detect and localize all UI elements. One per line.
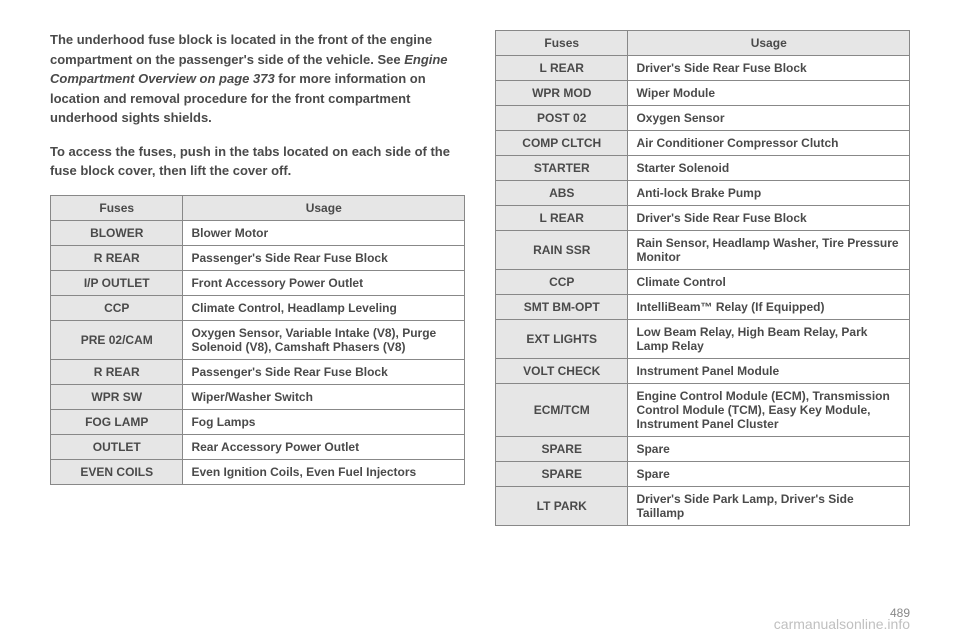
fuse-name-cell: EXT LIGHTS bbox=[496, 320, 628, 359]
table-row: OUTLETRear Accessory Power Outlet bbox=[51, 434, 465, 459]
fuse-usage-cell: Spare bbox=[628, 437, 910, 462]
fuse-usage-cell: Wiper/Washer Switch bbox=[183, 384, 465, 409]
fuse-usage-cell: Even Ignition Coils, Even Fuel Injectors bbox=[183, 459, 465, 484]
fuse-name-cell: STARTER bbox=[496, 156, 628, 181]
table1-header-usage: Usage bbox=[183, 195, 465, 220]
fuse-name-cell: FOG LAMP bbox=[51, 409, 183, 434]
fuse-usage-cell: Climate Control, Headlamp Leveling bbox=[183, 295, 465, 320]
fuse-name-cell: SMT BM-OPT bbox=[496, 295, 628, 320]
table-row: SPARESpare bbox=[496, 437, 910, 462]
table-row: CCPClimate Control bbox=[496, 270, 910, 295]
fuse-name-cell: EVEN COILS bbox=[51, 459, 183, 484]
table-row: FOG LAMPFog Lamps bbox=[51, 409, 465, 434]
fuse-name-cell: OUTLET bbox=[51, 434, 183, 459]
fuse-name-cell: CCP bbox=[496, 270, 628, 295]
fuse-table-1: Fuses Usage BLOWERBlower MotorR REARPass… bbox=[50, 195, 465, 485]
table-row: EVEN COILSEven Ignition Coils, Even Fuel… bbox=[51, 459, 465, 484]
table-row: ABSAnti-lock Brake Pump bbox=[496, 181, 910, 206]
table1-header-fuses: Fuses bbox=[51, 195, 183, 220]
fuse-usage-cell: Driver's Side Park Lamp, Driver's Side T… bbox=[628, 487, 910, 526]
fuse-usage-cell: Oxygen Sensor, Variable Intake (V8), Pur… bbox=[183, 320, 465, 359]
fuse-usage-cell: Rain Sensor, Headlamp Washer, Tire Press… bbox=[628, 231, 910, 270]
fuse-name-cell: SPARE bbox=[496, 437, 628, 462]
fuse-usage-cell: Starter Solenoid bbox=[628, 156, 910, 181]
table2-header-fuses: Fuses bbox=[496, 31, 628, 56]
table-row: LT PARKDriver's Side Park Lamp, Driver's… bbox=[496, 487, 910, 526]
fuse-usage-cell: Front Accessory Power Outlet bbox=[183, 270, 465, 295]
table-row: R REARPassenger's Side Rear Fuse Block bbox=[51, 359, 465, 384]
intro-p1-part1: The underhood fuse block is located in t… bbox=[50, 32, 432, 67]
table-row: COMP CLTCHAir Conditioner Compressor Clu… bbox=[496, 131, 910, 156]
fuse-usage-cell: Blower Motor bbox=[183, 220, 465, 245]
table-row: WPR MODWiper Module bbox=[496, 81, 910, 106]
fuse-table-2: Fuses Usage L REARDriver's Side Rear Fus… bbox=[495, 30, 910, 526]
fuse-usage-cell: Driver's Side Rear Fuse Block bbox=[628, 56, 910, 81]
fuse-usage-cell: Passenger's Side Rear Fuse Block bbox=[183, 359, 465, 384]
fuse-usage-cell: Rear Accessory Power Outlet bbox=[183, 434, 465, 459]
fuse-name-cell: RAIN SSR bbox=[496, 231, 628, 270]
table-row: L REARDriver's Side Rear Fuse Block bbox=[496, 206, 910, 231]
fuse-name-cell: VOLT CHECK bbox=[496, 359, 628, 384]
table-row: CCPClimate Control, Headlamp Leveling bbox=[51, 295, 465, 320]
fuse-usage-cell: Anti-lock Brake Pump bbox=[628, 181, 910, 206]
table2-header-usage: Usage bbox=[628, 31, 910, 56]
fuse-usage-cell: Driver's Side Rear Fuse Block bbox=[628, 206, 910, 231]
fuse-usage-cell: Engine Control Module (ECM), Transmissio… bbox=[628, 384, 910, 437]
table-row: POST 02Oxygen Sensor bbox=[496, 106, 910, 131]
fuse-name-cell: SPARE bbox=[496, 462, 628, 487]
table-row: L REARDriver's Side Rear Fuse Block bbox=[496, 56, 910, 81]
fuse-name-cell: L REAR bbox=[496, 206, 628, 231]
fuse-usage-cell: Low Beam Relay, High Beam Relay, Park La… bbox=[628, 320, 910, 359]
table-row: SPARESpare bbox=[496, 462, 910, 487]
table-row: EXT LIGHTSLow Beam Relay, High Beam Rela… bbox=[496, 320, 910, 359]
watermark: carmanualsonline.info bbox=[774, 616, 910, 632]
fuse-name-cell: WPR MOD bbox=[496, 81, 628, 106]
fuse-name-cell: LT PARK bbox=[496, 487, 628, 526]
intro-paragraph-2: To access the fuses, push in the tabs lo… bbox=[50, 142, 465, 181]
table-row: BLOWERBlower Motor bbox=[51, 220, 465, 245]
fuse-name-cell: BLOWER bbox=[51, 220, 183, 245]
table-row: RAIN SSRRain Sensor, Headlamp Washer, Ti… bbox=[496, 231, 910, 270]
fuse-usage-cell: Fog Lamps bbox=[183, 409, 465, 434]
fuse-usage-cell: IntelliBeam™ Relay (If Equipped) bbox=[628, 295, 910, 320]
fuse-usage-cell: Climate Control bbox=[628, 270, 910, 295]
table-row: STARTERStarter Solenoid bbox=[496, 156, 910, 181]
fuse-usage-cell: Instrument Panel Module bbox=[628, 359, 910, 384]
table-row: VOLT CHECKInstrument Panel Module bbox=[496, 359, 910, 384]
fuse-usage-cell: Oxygen Sensor bbox=[628, 106, 910, 131]
table-row: I/P OUTLETFront Accessory Power Outlet bbox=[51, 270, 465, 295]
table-row: R REARPassenger's Side Rear Fuse Block bbox=[51, 245, 465, 270]
fuse-name-cell: R REAR bbox=[51, 245, 183, 270]
fuse-name-cell: PRE 02/CAM bbox=[51, 320, 183, 359]
fuse-name-cell: I/P OUTLET bbox=[51, 270, 183, 295]
fuse-name-cell: ABS bbox=[496, 181, 628, 206]
table-row: ECM/TCMEngine Control Module (ECM), Tran… bbox=[496, 384, 910, 437]
fuse-name-cell: WPR SW bbox=[51, 384, 183, 409]
table-row: SMT BM-OPTIntelliBeam™ Relay (If Equippe… bbox=[496, 295, 910, 320]
fuse-name-cell: ECM/TCM bbox=[496, 384, 628, 437]
intro-paragraph-1: The underhood fuse block is located in t… bbox=[50, 30, 465, 128]
table-row: WPR SWWiper/Washer Switch bbox=[51, 384, 465, 409]
fuse-name-cell: COMP CLTCH bbox=[496, 131, 628, 156]
fuse-usage-cell: Spare bbox=[628, 462, 910, 487]
fuse-name-cell: POST 02 bbox=[496, 106, 628, 131]
fuse-usage-cell: Passenger's Side Rear Fuse Block bbox=[183, 245, 465, 270]
fuse-usage-cell: Wiper Module bbox=[628, 81, 910, 106]
fuse-name-cell: R REAR bbox=[51, 359, 183, 384]
fuse-name-cell: L REAR bbox=[496, 56, 628, 81]
fuse-name-cell: CCP bbox=[51, 295, 183, 320]
fuse-usage-cell: Air Conditioner Compressor Clutch bbox=[628, 131, 910, 156]
table-row: PRE 02/CAMOxygen Sensor, Variable Intake… bbox=[51, 320, 465, 359]
